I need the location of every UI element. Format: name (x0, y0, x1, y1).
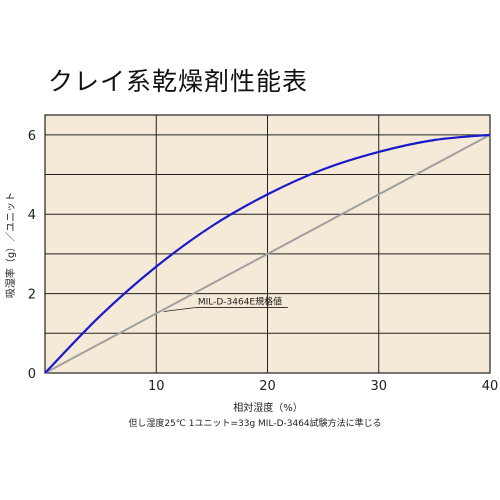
x-axis-label: 相対湿度（%） (233, 401, 303, 414)
x-tick-label: 20 (259, 379, 276, 394)
performance-curve (44, 133, 491, 374)
footnote: 但し湿度25℃ 1ユニット=33g MIL-D-3464試験方法に準じる (128, 417, 381, 429)
y-tick-label: 6 (28, 129, 36, 144)
series-group (44, 133, 491, 374)
x-tick-label: 40 (482, 379, 499, 394)
chart-title: クレイ系乾燥剤性能表 (48, 67, 309, 96)
y-tick-label: 2 (28, 288, 36, 303)
annotation-label: MIL-D-3464E規格値 (198, 295, 282, 307)
plot-frame (44, 114, 491, 374)
annotation-leader (163, 307, 196, 312)
tick-labels: 10 20 30 40 0 2 4 6 (28, 129, 499, 394)
x-tick-label: 10 (148, 379, 165, 394)
reference-line (44, 133, 491, 374)
y-tick-label: 4 (28, 208, 36, 223)
y-axis-label: 吸湿率（g）／ユニット (4, 192, 17, 298)
annotations: MIL-D-3464E規格値 (163, 295, 288, 312)
y-tick-label: 0 (28, 367, 36, 382)
x-tick-label: 30 (370, 379, 387, 394)
